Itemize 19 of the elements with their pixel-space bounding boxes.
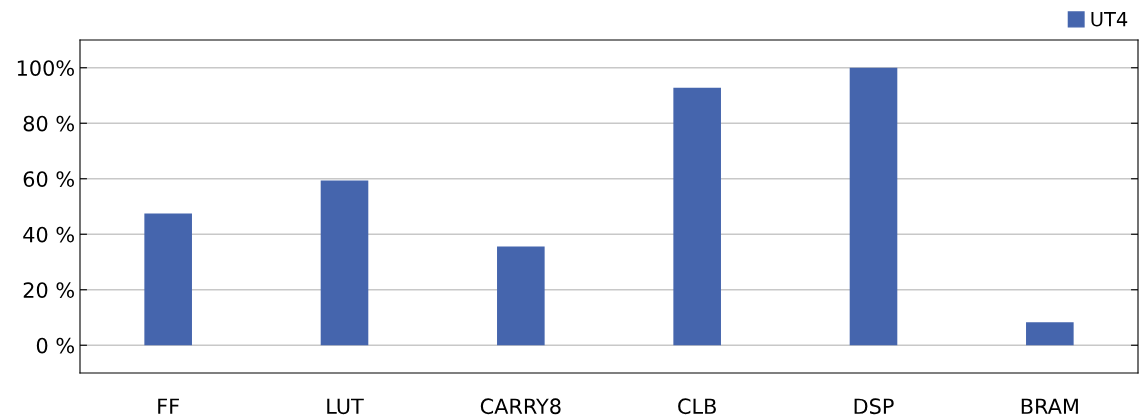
bar xyxy=(1026,322,1074,346)
y-tick-label: 0 % xyxy=(36,337,74,354)
x-tick-label: CARRY8 xyxy=(480,398,561,415)
y-tick-label: 60 % xyxy=(23,171,74,187)
bar xyxy=(144,213,192,346)
y-tick-label: 80 % xyxy=(23,115,74,132)
legend-label: UT4 xyxy=(1091,12,1128,27)
bar xyxy=(849,67,898,346)
bar xyxy=(497,246,545,346)
x-tick-label: DSP xyxy=(854,398,894,415)
x-tick-label: BRAM xyxy=(1021,398,1078,414)
y-tick-label: 40 % xyxy=(23,226,74,243)
x-tick-label: FF xyxy=(158,398,179,414)
x-tick-label: LUT xyxy=(327,398,364,415)
bar xyxy=(673,87,721,346)
y-tick-label: 20 % xyxy=(23,282,74,298)
x-tick-label: CLB xyxy=(678,398,716,415)
bar xyxy=(320,180,369,346)
y-tick-label: 100% xyxy=(17,60,74,76)
